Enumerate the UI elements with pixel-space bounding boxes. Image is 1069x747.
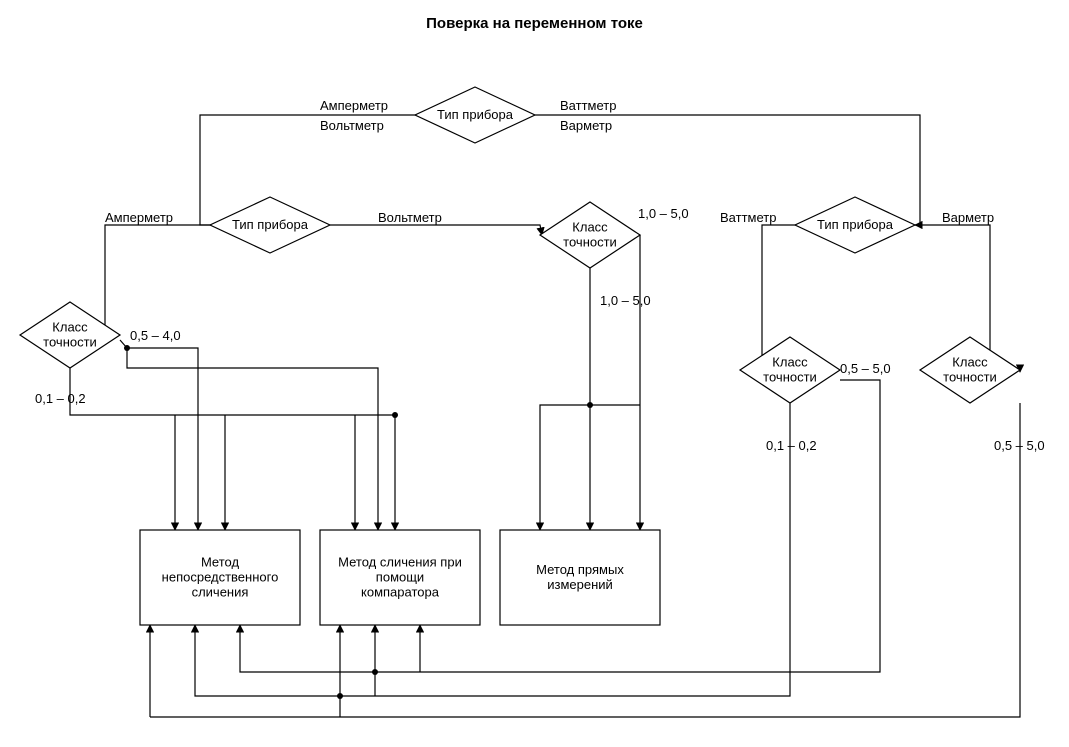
edge-e11c [240,625,375,672]
edge-label-6: Ваттметр [720,210,776,225]
junction-dot-0 [124,345,130,351]
edge-label-2: Ваттметр [560,98,616,113]
node-n6-line-0: Класс [772,355,808,370]
node-n7: Классточности [920,337,1020,403]
junction-dot-1 [587,402,593,408]
edge-label-12: 0,5 – 5,0 [840,361,891,376]
junction-dot-4 [372,669,378,675]
edge-e12c [195,625,340,696]
node-m1-line-0: Метод [201,555,240,570]
node-m3-line-1: измерений [547,577,613,592]
node-m2-line-0: Метод сличения при [338,555,462,570]
node-n1-line-0: Тип прибора [437,107,514,122]
edge-label-4: Амперметр [105,210,173,225]
edge-label-14: 0,5 – 5,0 [994,438,1045,453]
node-n1: Тип прибора [415,87,535,143]
junction-dot-3 [337,693,343,699]
flowchart-canvas: Поверка на переменном токе Тип прибора Ти… [0,0,1069,747]
node-n6: Классточности [740,337,840,403]
edge-label-11: 0,1 – 0,2 [35,391,86,406]
node-m2-line-1: помощи [376,570,424,585]
node-m2: Метод сличения припомощикомпаратора [320,530,480,625]
edge-e4 [330,225,542,235]
node-n4-line-1: точности [563,235,617,250]
node-n2: Тип прибора [210,197,330,253]
edge-label-9: 1,0 – 5,0 [600,293,651,308]
node-n6-line-1: точности [763,370,817,385]
edge-e8a [70,368,395,415]
edge-e7c [127,348,378,530]
edge-label-8: 1,0 – 5,0 [638,206,689,221]
node-n5-line-1: точности [43,335,97,350]
diagram-title: Поверка на переменном токе [426,15,643,32]
edge-label-7: Варметр [942,210,994,225]
node-n7-line-1: точности [943,370,997,385]
node-n4-line-0: Класс [572,220,608,235]
edge-label-13: 0,1 – 0,2 [766,438,817,453]
node-m1-line-2: сличения [192,585,249,600]
node-n5-line-0: Класс [52,320,88,335]
edge-label-3: Варметр [560,118,612,133]
node-n4: Классточности [540,202,640,268]
node-m3-line-0: Метод прямых [536,562,624,577]
node-n3: Тип прибора [795,197,915,253]
node-n2-line-0: Тип прибора [232,217,309,232]
edge-label-10: 0,5 – 4,0 [130,328,181,343]
edge-e6b [540,405,590,530]
junction-dot-2 [392,412,398,418]
node-n7-line-0: Класс [952,355,988,370]
edge-label-1: Вольтметр [320,118,384,133]
node-m2-line-2: компаратора [361,585,440,600]
edge-label-5: Вольтметр [378,210,442,225]
edge-e11a [375,380,880,672]
node-m1-line-1: непосредственного [162,570,279,585]
node-m1: Методнепосредственногосличения [140,530,300,625]
edge-label-0: Амперметр [320,98,388,113]
node-n3-line-0: Тип прибора [817,217,894,232]
node-m3: Метод прямыхизмерений [500,530,660,625]
edge-e7b [127,348,198,530]
